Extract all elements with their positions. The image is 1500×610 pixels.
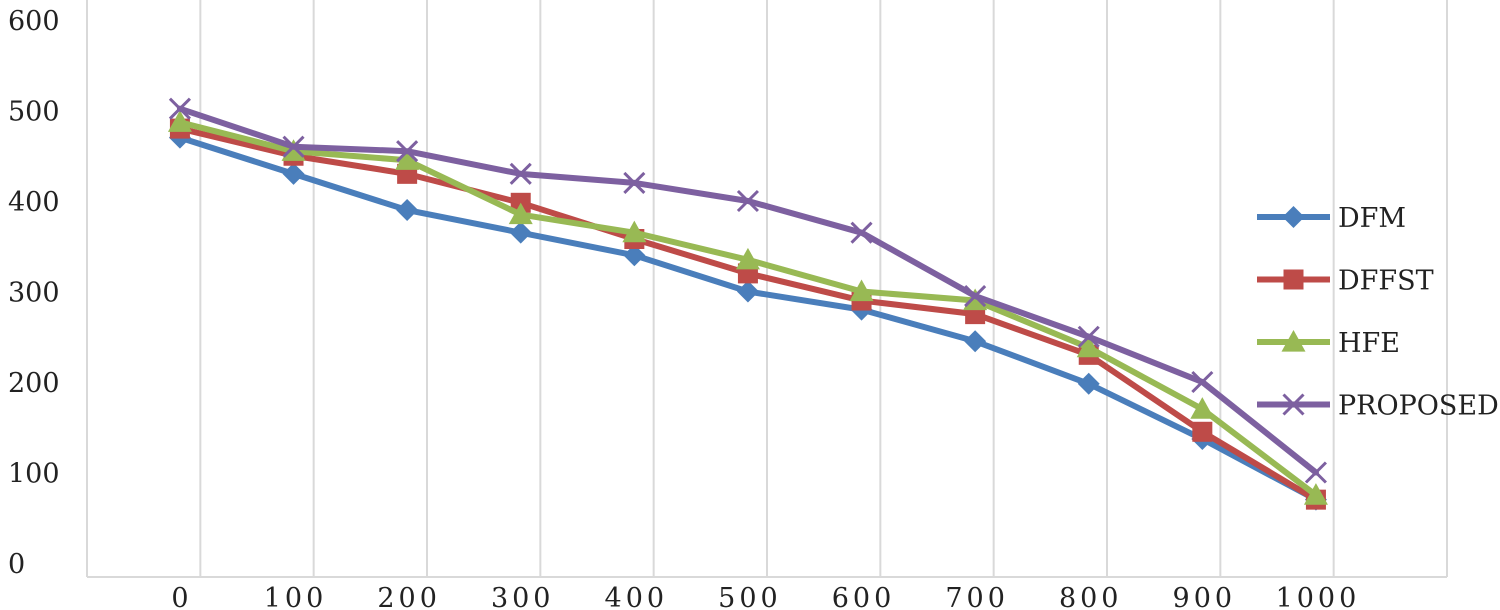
legend-marker-dffst (1283, 269, 1304, 290)
series-line-dfm (176, 134, 1319, 503)
series-layer (167, 97, 1328, 511)
data-point-proposed (623, 171, 646, 194)
x-tick-label: 800 (1059, 583, 1123, 610)
x-tick-label: 0 (171, 583, 192, 610)
legend-marker-hfe (1281, 330, 1306, 352)
series-line-dffst (176, 125, 1319, 503)
x-tick-label: 900 (1173, 583, 1237, 610)
y-tick-label: 300 (8, 278, 60, 309)
x-tick-label: 700 (945, 583, 1009, 610)
x-tick-label: 400 (605, 583, 669, 610)
data-point-dfm (964, 330, 987, 353)
data-point-hfe (281, 139, 306, 161)
data-point-dffst (1192, 421, 1213, 442)
data-point-proposed (282, 135, 305, 158)
data-point-hfe (167, 110, 192, 132)
data-point-dfm (282, 162, 305, 185)
x-tick-label: 200 (377, 583, 441, 610)
data-point-proposed (1191, 370, 1214, 394)
x-tick-label: 300 (491, 583, 555, 610)
data-point-hfe (849, 279, 874, 302)
data-point-proposed (850, 221, 873, 244)
data-point-dfm (396, 199, 419, 222)
data-point-dfm (1077, 372, 1100, 395)
data-point-proposed (509, 162, 532, 185)
data-point-hfe (963, 288, 988, 311)
legend-marker-proposed (1282, 393, 1305, 416)
legend: DFM DFFST HFE PROPOSED (1257, 203, 1499, 422)
legend-label-hfe: HFE (1338, 328, 1400, 359)
data-point-dfm (736, 280, 759, 303)
data-point-proposed (1304, 461, 1327, 484)
y-tick-label: 400 (8, 187, 60, 218)
data-point-proposed (964, 284, 987, 308)
x-tick-label: 1000 (1276, 583, 1361, 610)
y-tick-label: 0 (8, 549, 25, 580)
data-point-dfm (623, 244, 646, 267)
data-point-hfe (622, 220, 647, 243)
grid-layer (86, 0, 1448, 577)
series-line-hfe (176, 119, 1319, 499)
data-point-hfe (395, 148, 420, 170)
data-point-hfe (508, 202, 533, 225)
data-point-hfe (1303, 483, 1328, 505)
x-tick-label: 500 (718, 583, 782, 610)
y-tick-label: 500 (8, 97, 60, 128)
data-point-proposed (1077, 325, 1100, 348)
legend-label-proposed: PROPOSED (1338, 391, 1499, 422)
x-tick-label: 100 (264, 583, 328, 610)
data-point-dfm (509, 221, 532, 244)
legend-marker-dfm (1282, 206, 1305, 228)
data-point-proposed (168, 97, 191, 120)
data-point-proposed (396, 140, 419, 163)
data-point-hfe (1076, 335, 1101, 358)
data-point-hfe (1190, 397, 1215, 419)
legend-label-dfm: DFM (1338, 203, 1406, 234)
data-point-hfe (735, 247, 760, 270)
y-tick-label: 200 (8, 368, 60, 399)
data-point-proposed (736, 189, 759, 213)
x-tick-label: 600 (832, 583, 896, 610)
axis-layer: 0 100 200 300 400 500 600 0 100 200 300 400 500 600 70… (8, 6, 1447, 610)
y-tick-label: 100 (8, 459, 60, 490)
y-tick-label: 600 (8, 6, 60, 37)
legend-label-dffst: DFFST (1338, 266, 1434, 297)
